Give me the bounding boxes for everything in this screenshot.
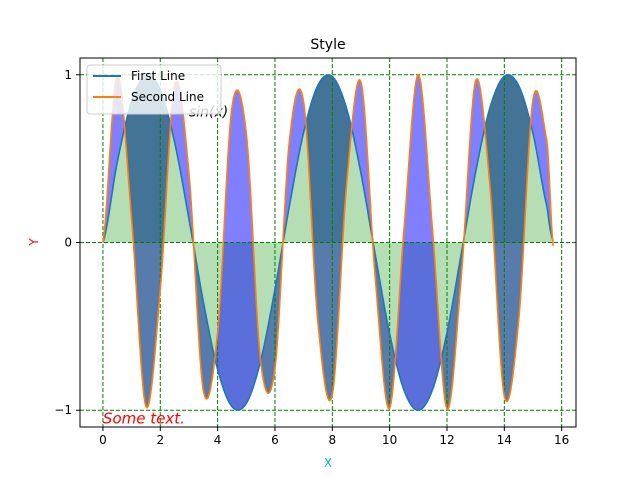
x-tick-label-0: 0 (99, 433, 107, 447)
y-axis-label: Y (27, 238, 41, 247)
x-tick-label-3: 6 (271, 433, 279, 447)
x-axis-label: X (324, 456, 332, 470)
legend: First Line Second Line (86, 64, 222, 115)
y-tick-label-1: 0 (64, 236, 72, 250)
x-tick-label-6: 12 (439, 433, 454, 447)
x-tick-label-8: 16 (554, 433, 569, 447)
fill-first-above-second (193, 247, 216, 399)
fill-first-above-second (485, 74, 532, 402)
legend-label-first: First Line (131, 69, 185, 83)
y-tick-label-2: 1 (64, 68, 72, 82)
x-tick-label-7: 14 (497, 433, 512, 447)
fill-first-line-to-zero (102, 74, 554, 411)
x-tick-label-2: 4 (214, 433, 222, 447)
x-tick-label-5: 10 (382, 433, 397, 447)
fill-first-above-second (125, 74, 172, 408)
fill-second-above-first (352, 79, 374, 248)
legend-box (86, 64, 222, 115)
fill-second-above-first (282, 89, 307, 243)
y-axis-ticks: −1 0 1 (54, 68, 80, 417)
fill-first-above-second (261, 241, 283, 394)
x-axis-ticks: 0 2 4 6 8 10 12 14 16 (99, 427, 569, 447)
legend-label-second: Second Line (131, 90, 204, 104)
annotation-1: Some text. (103, 410, 185, 428)
x-tick-label-4: 8 (328, 433, 336, 447)
series-line-first (102, 74, 554, 412)
fill-second-above-first (215, 90, 262, 411)
fill-second-above-first (464, 79, 486, 234)
x-tick-label-1: 2 (156, 433, 164, 447)
chart-title: Style (310, 37, 345, 53)
y-tick-label-0: −1 (54, 403, 72, 417)
fill-second-above-first (171, 81, 194, 249)
fill-second-above-first (103, 75, 126, 240)
